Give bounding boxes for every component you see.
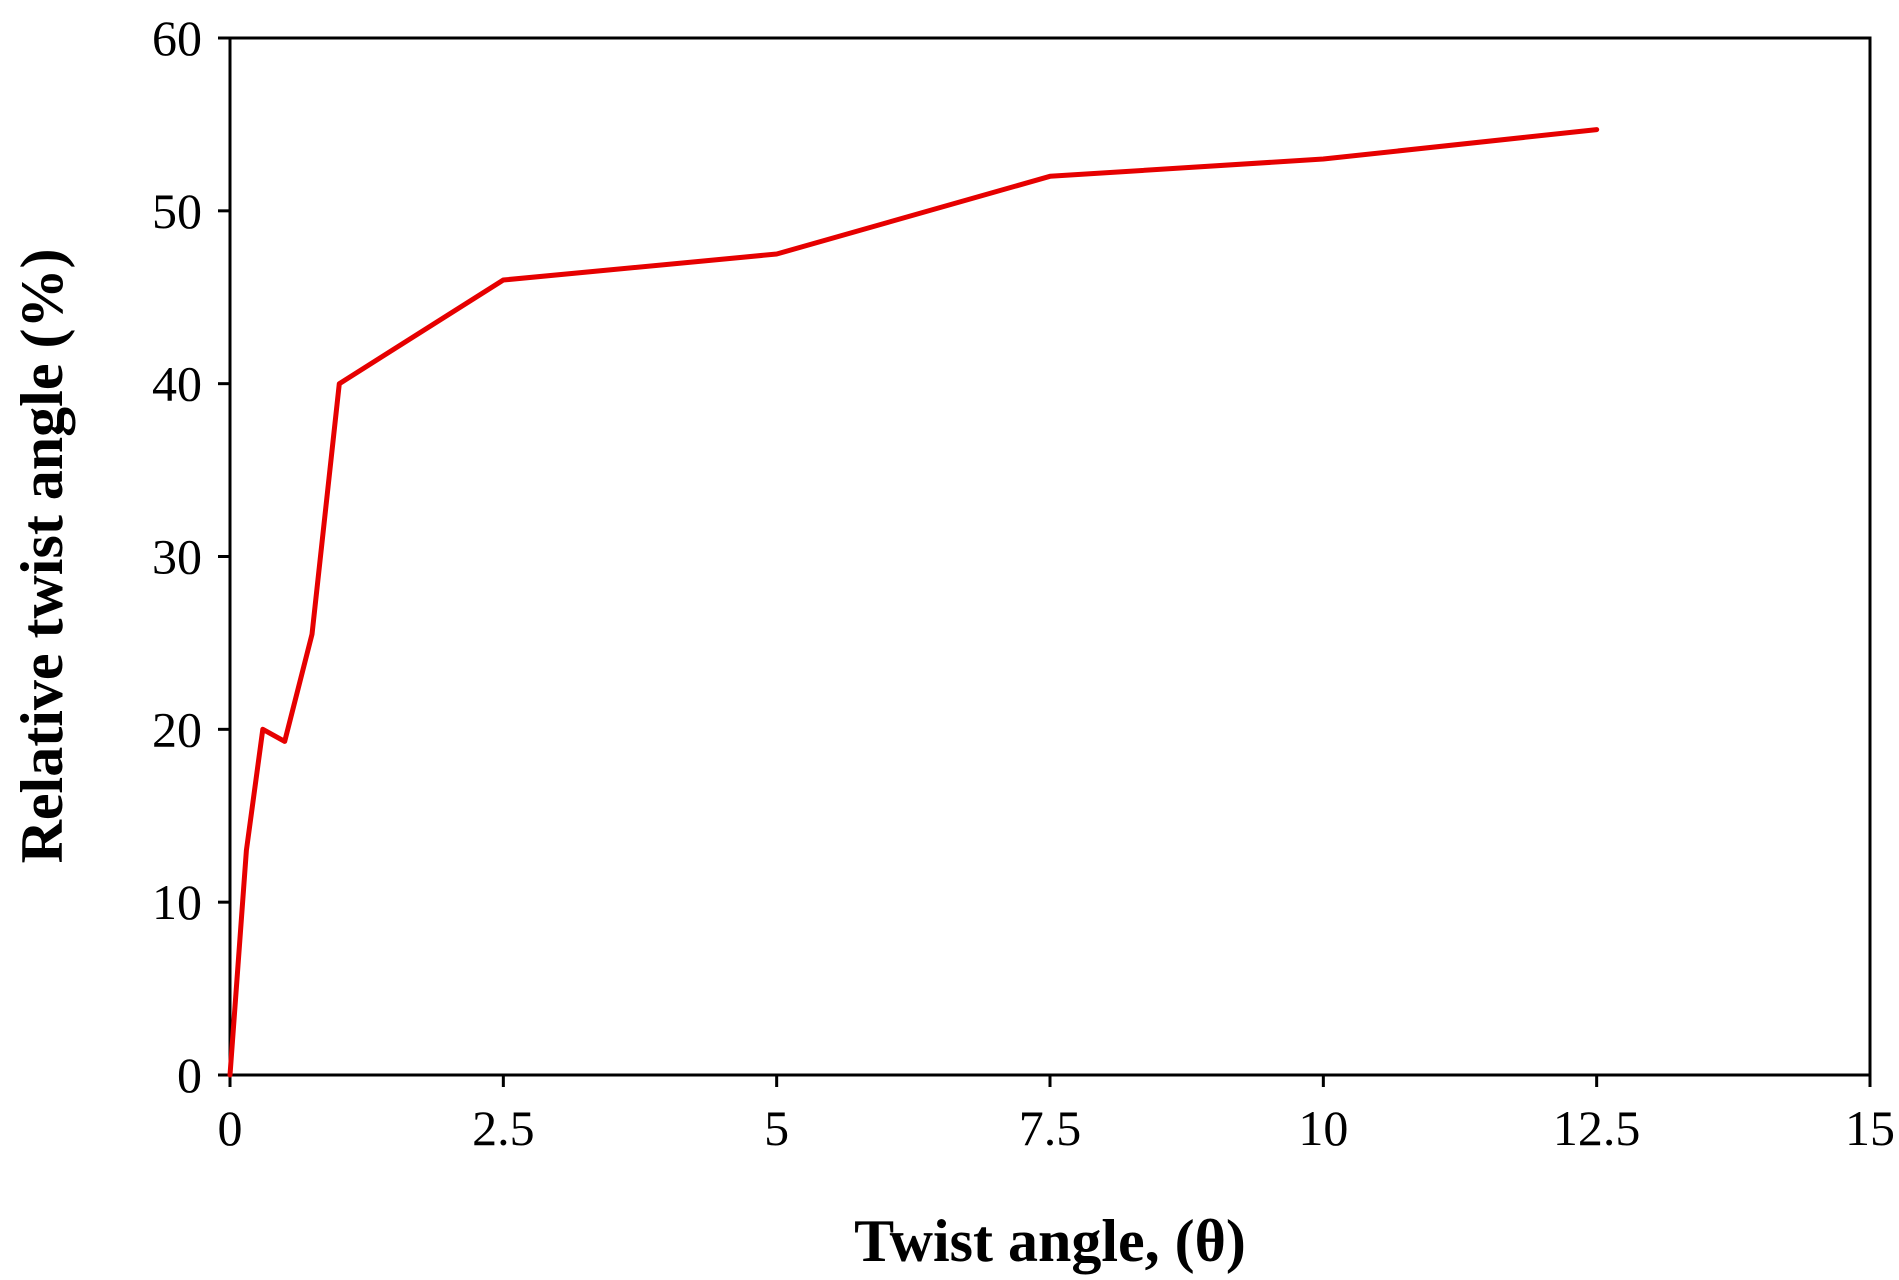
x-tick-label: 15 — [1845, 1100, 1895, 1156]
plot-area-frame — [228, 36, 1872, 1077]
x-tick-label: 0 — [218, 1100, 243, 1156]
y-tick-label: 30 — [152, 529, 202, 585]
y-tick-label: 0 — [177, 1047, 202, 1103]
x-axis-ticks: 0 2.5 5 7.5 10 12.5 15 — [218, 1075, 1895, 1156]
y-axis-ticks: 0 10 20 30 40 50 60 — [152, 10, 230, 1103]
series-line — [227, 127, 1600, 1078]
x-tick-label: 10 — [1298, 1100, 1348, 1156]
y-axis-title: Relative twist angle (%) — [9, 249, 75, 864]
y-tick-label: 10 — [152, 874, 202, 930]
x-tick-label: 2.5 — [472, 1100, 535, 1156]
x-axis-title: Twist angle, (θ) — [854, 1208, 1246, 1274]
x-tick-label: 12.5 — [1553, 1100, 1641, 1156]
y-tick-label: 20 — [152, 701, 202, 757]
series-group — [227, 127, 1600, 1078]
x-tick-label: 7.5 — [1019, 1100, 1082, 1156]
y-tick-label: 40 — [152, 356, 202, 412]
y-tick-label: 60 — [152, 10, 202, 66]
x-tick-label: 5 — [764, 1100, 789, 1156]
y-tick-label: 50 — [152, 183, 202, 239]
